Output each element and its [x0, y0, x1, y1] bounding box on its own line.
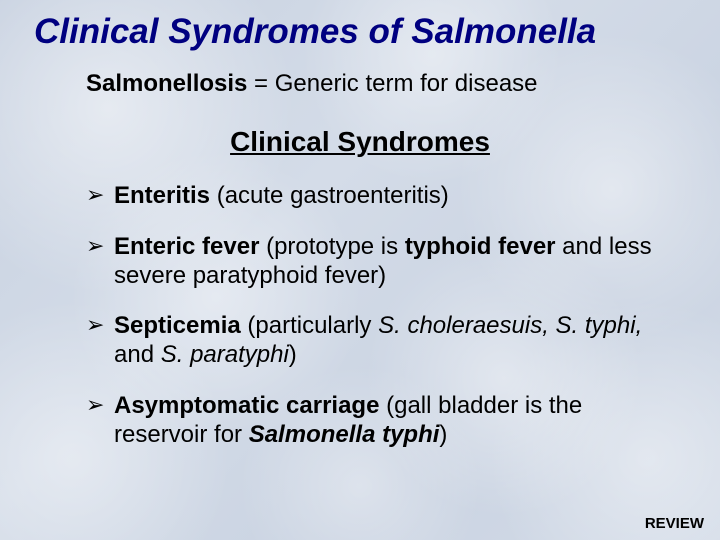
slide-container: Clinical Syndromes of Salmonella Salmone…: [0, 0, 720, 540]
bullet-text: ): [439, 421, 447, 448]
definition-rest: = Generic term for disease: [247, 70, 537, 97]
bullet-bold: typhoid fever: [405, 233, 556, 260]
bullet-text: (particularly: [241, 312, 378, 339]
bullet-italic: S. choleraesuis, S. typhi,: [378, 312, 642, 339]
list-item: Asymptomatic carriage (gall bladder is t…: [86, 392, 662, 450]
bullet-text: (prototype is: [259, 233, 404, 260]
list-item: Enteric fever (prototype is typhoid feve…: [86, 233, 662, 291]
list-item: Septicemia (particularly S. choleraesuis…: [86, 312, 662, 370]
bullet-text: (acute gastroenteritis): [210, 182, 449, 209]
bullet-lead: Enteritis: [114, 182, 210, 209]
subheading: Clinical Syndromes: [88, 126, 632, 158]
definition-line: Salmonellosis = Generic term for disease: [86, 70, 692, 98]
bullet-text: ): [289, 341, 297, 368]
bullet-italic: S. paratyphi: [161, 341, 289, 368]
slide-title: Clinical Syndromes of Salmonella: [28, 12, 692, 52]
bullet-lead: Septicemia: [114, 312, 241, 339]
definition-term: Salmonellosis: [86, 70, 247, 97]
bullet-lead: Asymptomatic carriage: [114, 392, 379, 419]
footer-label: REVIEW: [645, 515, 704, 532]
bullet-text: and: [114, 341, 161, 368]
bullet-bold-italic: Salmonella typhi: [249, 421, 440, 448]
bullet-list: Enteritis (acute gastroenteritis) Enteri…: [86, 182, 662, 450]
list-item: Enteritis (acute gastroenteritis): [86, 182, 662, 211]
bullet-lead: Enteric fever: [114, 233, 259, 260]
